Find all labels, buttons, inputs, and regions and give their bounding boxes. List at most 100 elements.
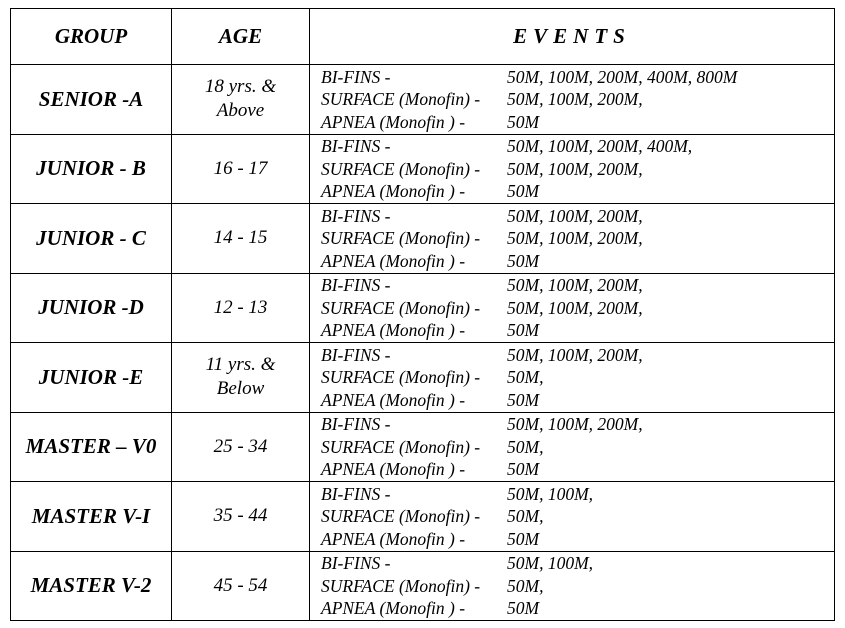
- age-line: 14 - 15: [213, 227, 268, 249]
- age-cell: 18 yrs. & Above: [171, 64, 310, 135]
- row: JUNIOR - B 16 - 17 BI-FINS - 50M, 100M, 200…: [10, 133, 835, 204]
- event-line: APNEA (Monofin ) - 50M: [321, 528, 834, 551]
- event-distances: 50M: [507, 181, 540, 201]
- event-line: APNEA (Monofin ) - 50M: [321, 250, 834, 273]
- event-name: APNEA (Monofin ) -: [321, 250, 466, 271]
- events-cell: BI-FINS -50M, 100M, 200M, 400M, SURFACE (…: [309, 133, 835, 204]
- event-name: APNEA (Monofin ) -: [321, 389, 466, 410]
- event-line: SURFACE (Monofin) - 50M, 100M, 200M,: [321, 297, 834, 320]
- event-name: BI-FINS -: [321, 66, 391, 87]
- event-line: APNEA (Monofin ) - 50M: [321, 111, 834, 134]
- event-name: BI-FINS -: [321, 553, 391, 573]
- age-cell: 35 - 44: [171, 481, 310, 552]
- event-line: SURFACE (Monofin) - 50M,: [321, 436, 834, 459]
- age-cell: 25 - 34: [171, 411, 310, 482]
- events-cell: BI-FINS - 50M, 100M, SURFACE (Monofin) - 50…: [309, 481, 835, 552]
- age-line: 16 - 17: [213, 157, 268, 179]
- event-name: SURFACE (Monofin) -: [321, 575, 481, 596]
- event-name: APNEA (Monofin ) -: [321, 181, 466, 201]
- event-line: BI-FINS - 50M, 100M,: [321, 552, 834, 575]
- event-name: BI-FINS -: [321, 136, 391, 156]
- events-table: GROUP AGE EVENTS SENIOR -A 18 yrs. & Above…: [10, 8, 835, 621]
- age-cell: 11 yrs. & Below: [171, 342, 310, 413]
- event-distances: 50M,: [507, 367, 544, 387]
- event-name: SURFACE (Monofin) -: [321, 506, 481, 526]
- age-line: Below: [216, 378, 265, 400]
- age-line: 12 - 13: [213, 296, 268, 318]
- row: JUNIOR -D 12 - 13 BI-FINS - 50M, 100M, 200M…: [10, 272, 835, 343]
- age-cell: 45 - 54: [171, 550, 310, 621]
- events-cell: BI-FINS -50M, 100M, 200M, SURFACE (Monofi…: [309, 342, 835, 413]
- event-line: SURFACE (Monofin) - 50M,: [321, 575, 834, 598]
- header-cell: EVENTS: [309, 8, 835, 65]
- group-cell: JUNIOR -E: [10, 342, 172, 413]
- event-line: BI-FINS - 50M, 100M, 200M,: [321, 205, 834, 228]
- event-distances: 50M, 100M, 200M, 400M,: [507, 136, 693, 156]
- event-distances: 50M: [507, 389, 540, 410]
- events-cell: BI-FINS -50M, 100M, 200M, SURFACE (Monofi…: [309, 203, 835, 274]
- age-cell: 14 - 15: [171, 203, 310, 274]
- header-cell: GROUP: [10, 8, 172, 65]
- events-cell: BI-FINS - 50M, 100M, 200M, SURFACE (Monofi…: [309, 272, 835, 343]
- age-line: 18 yrs. &: [204, 76, 277, 98]
- event-line: SURFACE (Monofin) - 50M, 100M, 200M,: [321, 88, 834, 111]
- event-distances: 50M, 100M, 200M,: [507, 297, 643, 318]
- event-name: APNEA (Monofin ) -: [321, 111, 466, 132]
- event-line: BI-FINS - 50M, 100M, 200M, 400M, 800M: [321, 66, 834, 89]
- event-line: SURFACE (Monofin) - 50M, 100M, 200M,: [321, 158, 834, 181]
- group-cell: MASTER V-2: [10, 550, 172, 621]
- event-line: BI-FINS - 50M, 100M, 200M,: [321, 344, 834, 367]
- event-name: APNEA (Monofin ) -: [321, 598, 466, 618]
- event-distances: 50M: [507, 459, 540, 479]
- event-line: SURFACE (Monofin) - 50M,: [321, 366, 834, 389]
- age-cell: 16 - 17: [171, 133, 310, 204]
- event-distances: 50M: [507, 528, 540, 549]
- event-line: APNEA (Monofin ) - 50M: [321, 389, 834, 412]
- event-name: APNEA (Monofin ) -: [321, 320, 466, 340]
- event-name: BI-FINS -: [321, 414, 391, 434]
- event-distances: 50M, 100M, 200M, 400M, 800M: [507, 66, 738, 87]
- event-distances: 50M,: [507, 436, 544, 457]
- header-row: GROUP AGE EVENTS: [10, 8, 835, 65]
- row: JUNIOR - C 14 - 15 BI-FINS - 50M, 100M, 200…: [10, 203, 835, 274]
- event-distances: 50M, 100M, 200M,: [507, 205, 643, 226]
- event-distances: 50M, 100M, 200M,: [507, 228, 643, 248]
- events-cell: BI-FINS -50M, 100M, 200M, SURFACE (Monofi…: [309, 411, 835, 482]
- event-name: BI-FINS -: [321, 205, 391, 226]
- age-line: 25 - 34: [213, 435, 268, 457]
- group-cell: JUNIOR -D: [10, 272, 172, 343]
- row: MASTER V-I 35 - 44 BI-FINS -50M, 100M, SURF…: [10, 481, 835, 552]
- group-cell: MASTER – V0: [10, 411, 172, 482]
- event-line: APNEA (Monofin ) - 50M: [321, 597, 834, 620]
- group-cell: SENIOR -A: [10, 64, 172, 135]
- event-distances: 50M, 100M,: [507, 483, 594, 504]
- event-line: BI-FINS - 50M, 100M, 200M, 400M,: [321, 135, 834, 158]
- events-cell: BI-FINS -50M, 100M, 200M, 400M, 800M SURF…: [309, 64, 835, 135]
- group-cell: JUNIOR - B: [10, 133, 172, 204]
- event-name: SURFACE (Monofin) -: [321, 158, 481, 179]
- event-distances: 50M,: [507, 506, 544, 526]
- age-line: 45 - 54: [213, 574, 268, 596]
- event-name: SURFACE (Monofin) -: [321, 436, 481, 457]
- event-name: BI-FINS -: [321, 483, 391, 504]
- event-distances: 50M: [507, 598, 540, 618]
- event-distances: 50M, 100M,: [507, 553, 594, 573]
- event-distances: 50M, 100M, 200M,: [507, 89, 643, 109]
- row: MASTER – V0 25 - 34 BI-FINS - 50M, 100M, 20…: [10, 411, 835, 482]
- row: JUNIOR -E 11 yrs. & Below BI-FINS -50M, 100…: [10, 342, 835, 413]
- event-name: BI-FINS -: [321, 344, 391, 365]
- event-line: APNEA (Monofin ) - 50M: [321, 458, 834, 481]
- header-cell: AGE: [171, 8, 310, 65]
- event-distances: 50M, 100M, 200M,: [507, 158, 643, 179]
- event-name: BI-FINS -: [321, 275, 391, 295]
- event-line: SURFACE (Monofin) - 50M, 100M, 200M,: [321, 227, 834, 250]
- event-line: APNEA (Monofin ) - 50M: [321, 319, 834, 342]
- age-line: 11 yrs. &: [205, 354, 276, 376]
- event-name: SURFACE (Monofin) -: [321, 228, 481, 248]
- event-name: SURFACE (Monofin) -: [321, 367, 481, 387]
- event-line: BI-FINS - 50M, 100M,: [321, 483, 834, 506]
- event-name: SURFACE (Monofin) -: [321, 89, 481, 109]
- age-cell: 12 - 13: [171, 272, 310, 343]
- age-line: Above: [216, 100, 265, 122]
